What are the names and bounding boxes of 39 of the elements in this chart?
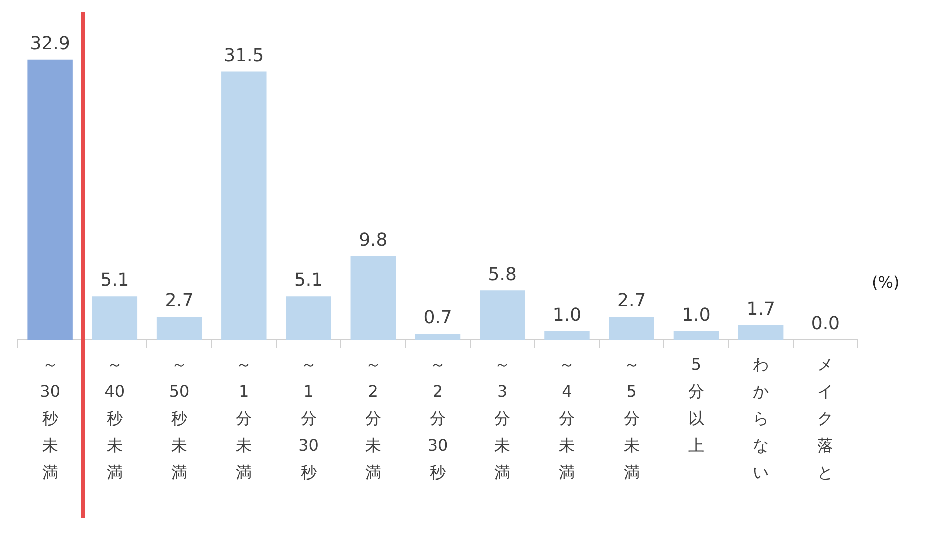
data-label: 5.1 [100, 270, 130, 292]
x-tick-label: ～1分未満 [236, 355, 252, 482]
x-tick-label: 5分以上 [688, 355, 704, 456]
x-tick-label: わからない [753, 355, 770, 482]
data-label: 2.7 [618, 290, 646, 312]
bar [28, 60, 73, 340]
data-label: 1.0 [552, 305, 582, 326]
bar [92, 296, 138, 340]
x-tick-label: メイク落と [818, 355, 834, 482]
x-tick-label: ～4分未満 [559, 355, 576, 482]
x-tick-label: ～40秒未満 [104, 355, 126, 482]
data-label: 32.9 [30, 34, 70, 55]
bar [609, 317, 654, 340]
data-label: 5.1 [294, 270, 324, 292]
bar [480, 290, 526, 340]
data-label: 2.7 [165, 290, 194, 312]
x-tick-label: ～2分30秒 [428, 355, 448, 482]
x-tick-label: ～3分未満 [494, 355, 511, 482]
data-label: 31.5 [224, 45, 264, 66]
x-tick-label: ～5分未満 [624, 355, 640, 482]
data-label: 9.8 [359, 230, 388, 252]
data-label: 1.0 [682, 305, 711, 326]
bar [222, 72, 267, 340]
data-label: 0.0 [811, 314, 840, 335]
bar [674, 331, 720, 340]
bar [286, 296, 332, 340]
bar [415, 334, 461, 340]
data-label: 5.8 [488, 264, 517, 286]
data-label: 1.7 [746, 299, 776, 320]
bar [350, 256, 396, 340]
x-tick-label: ～30秒未満 [40, 355, 60, 482]
bar [544, 331, 590, 340]
data-label: 0.7 [424, 308, 452, 329]
bar [156, 317, 202, 340]
text: (%) [872, 273, 900, 292]
x-tick-label: ～2分未満 [365, 355, 382, 482]
bar [738, 326, 784, 340]
x-tick-label: ～1分30秒 [298, 355, 319, 482]
x-tick-label: ～50秒未満 [169, 355, 190, 482]
